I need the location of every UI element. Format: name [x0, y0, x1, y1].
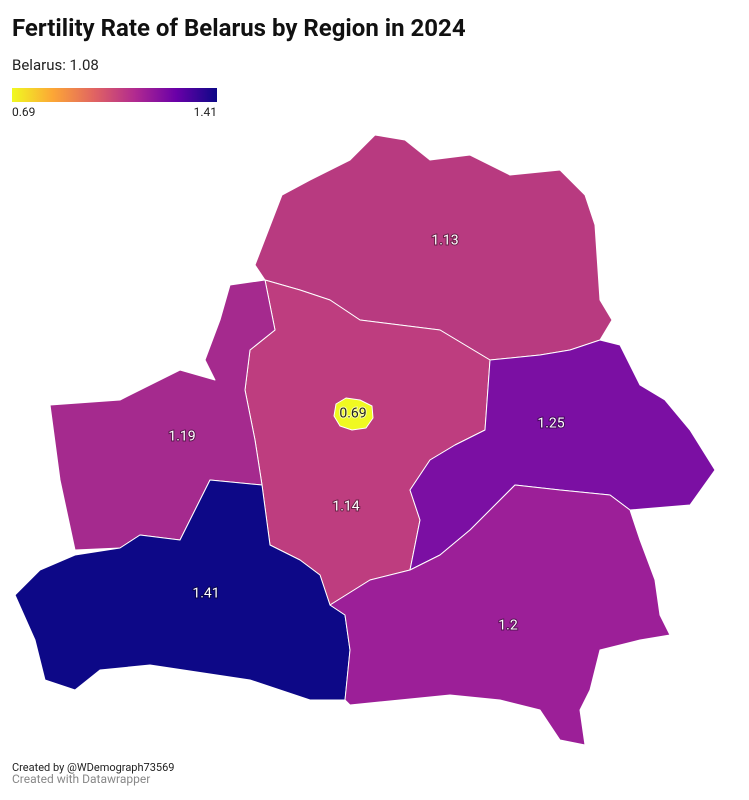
subtitle: Belarus: 1.08 — [12, 56, 99, 74]
region-label: 1.14 — [332, 499, 359, 515]
region-label: 1.2 — [498, 618, 518, 634]
region-label: 1.41 — [192, 586, 219, 602]
region-label: 1.25 — [537, 416, 564, 432]
region — [14, 479, 351, 701]
region-labels: 1.13 1.14 0.69 1.19 1.41 1.25 1.2 — [167, 232, 565, 635]
legend-max: 1.41 — [194, 105, 217, 119]
regions — [14, 134, 716, 746]
region-label: 1.13 — [431, 233, 458, 249]
region-label: 0.69 — [339, 406, 366, 422]
region — [329, 484, 671, 746]
region-label: 1.19 — [168, 429, 195, 445]
legend-min: 0.69 — [12, 105, 35, 119]
credit: Created by @WDemograph73569 — [12, 761, 174, 774]
region — [333, 397, 374, 431]
tool-credit: Created with Datawrapper — [12, 772, 150, 786]
legend-gradient — [12, 88, 217, 102]
title: Fertility Rate of Belarus by Region in 2… — [12, 14, 466, 42]
